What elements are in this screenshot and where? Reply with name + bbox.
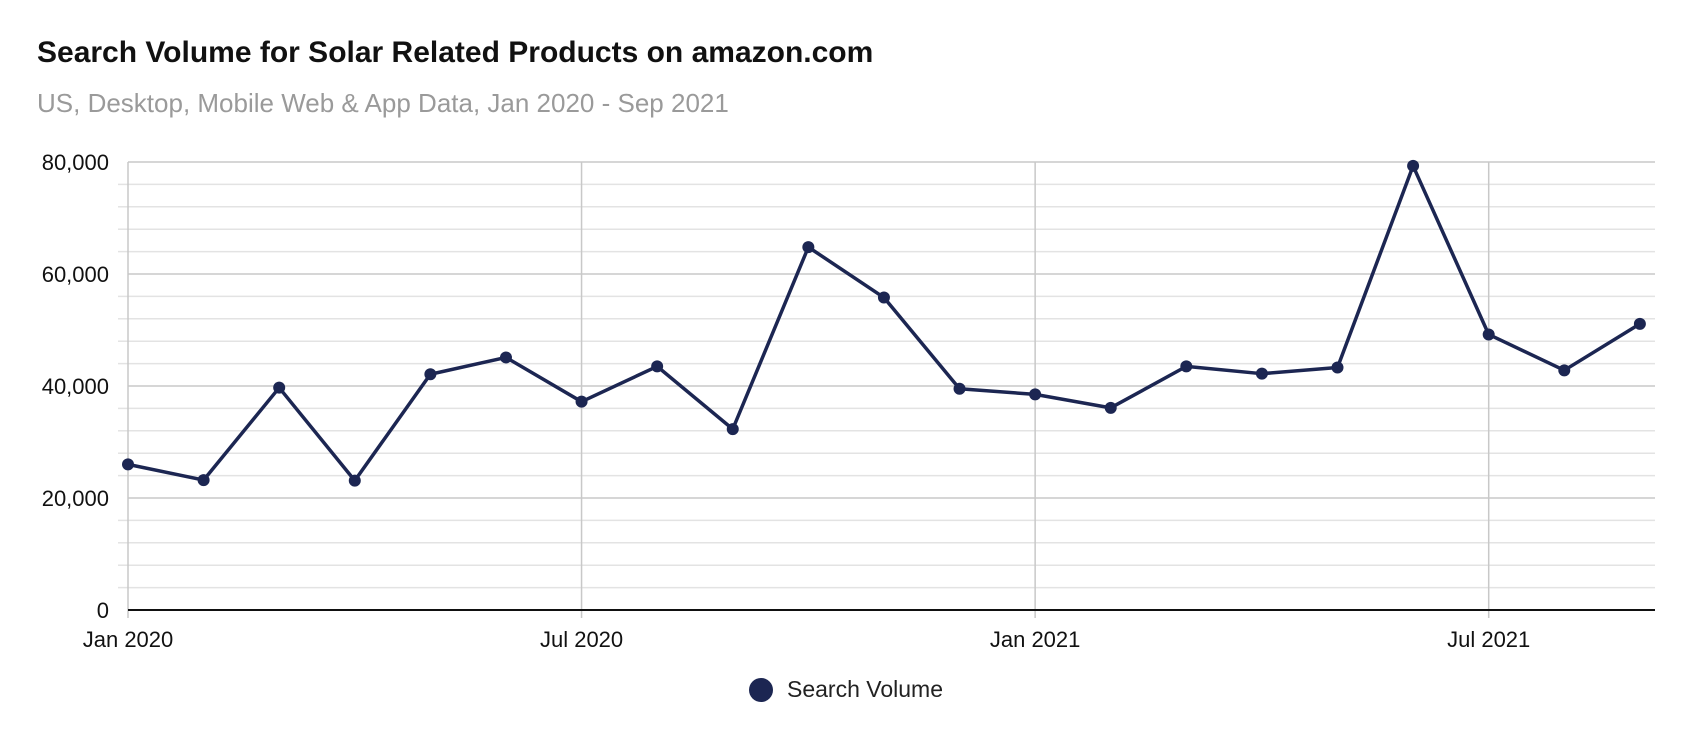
- x-tick-label: Jul 2020: [540, 627, 623, 652]
- data-point: [1180, 360, 1193, 373]
- data-point: [1633, 317, 1646, 330]
- data-point: [575, 395, 588, 408]
- data-point: [1407, 159, 1420, 172]
- data-point: [651, 360, 664, 373]
- data-point: [1029, 388, 1042, 401]
- y-tick-label: 20,000: [42, 486, 109, 511]
- chart-subtitle: US, Desktop, Mobile Web & App Data, Jan …: [37, 88, 729, 118]
- data-point: [499, 351, 512, 364]
- data-point: [197, 474, 210, 487]
- data-point: [1255, 367, 1268, 380]
- legend: Search Volume: [0, 676, 1692, 708]
- x-tick-label: Jan 2020: [83, 627, 174, 652]
- series-line-search-volume: [127, 164, 1641, 483]
- data-point: [122, 458, 134, 471]
- data-point: [1104, 401, 1117, 414]
- x-tick-label: Jan 2021: [990, 627, 1081, 652]
- data-point: [348, 474, 361, 487]
- data-point: [424, 368, 437, 381]
- data-point: [953, 382, 966, 395]
- legend-label: Search Volume: [787, 676, 943, 702]
- legend-marker: [749, 677, 773, 702]
- data-point: [273, 381, 286, 394]
- data-point: [1558, 364, 1571, 377]
- y-tick-label: 60,000: [42, 262, 109, 287]
- series-layer: [122, 159, 1646, 487]
- data-point: [1331, 361, 1344, 374]
- grid-layer: [118, 161, 1655, 618]
- legend-item-search-volume[interactable]: Search Volume: [749, 676, 943, 703]
- chart-title: Search Volume for Solar Related Products…: [37, 36, 874, 69]
- y-tick-label: 0: [97, 598, 109, 623]
- label-layer: 0 20,000 40,000 60,000 80,000 Jan 2020 Jul 202…: [42, 150, 1531, 652]
- y-tick-label: 40,000: [42, 374, 109, 399]
- y-tick-label: 80,000: [42, 150, 109, 175]
- data-point: [877, 291, 890, 304]
- x-tick-label: Jul 2021: [1447, 627, 1530, 652]
- data-point: [802, 241, 815, 254]
- data-point: [1482, 328, 1495, 341]
- data-point: [726, 423, 739, 436]
